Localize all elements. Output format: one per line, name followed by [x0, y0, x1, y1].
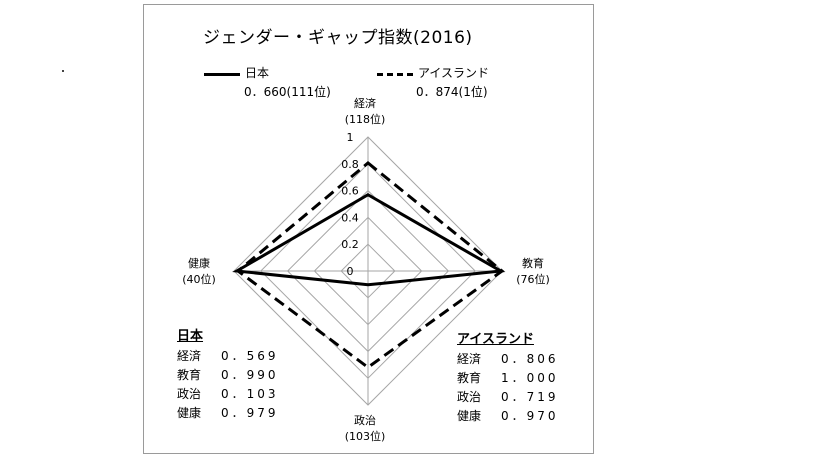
japan-row-politics: 政治 0．103	[177, 384, 279, 403]
axis-name-economy: 経済	[354, 97, 376, 110]
stray-dot	[62, 70, 64, 72]
tick-label-2: 0.4	[341, 211, 359, 224]
axis-label-politics: 政治 (103位)	[337, 413, 393, 445]
axis-rank-economy: (118位)	[344, 113, 386, 126]
row-label: 教育	[457, 371, 482, 385]
iceland-values-panel: アイスランド 経済 0．806 教育 1．000 政治 0．719 健康 0．970	[457, 328, 559, 425]
japan-row-economy: 経済 0．569	[177, 346, 279, 365]
row-value: 0．569	[221, 349, 279, 363]
iceland-panel-title: アイスランド	[457, 332, 534, 347]
legend-japan-summary: 0．660(111位)	[244, 85, 331, 99]
iceland-row-health: 健康 0．970	[457, 406, 559, 425]
iceland-row-education: 教育 1．000	[457, 368, 559, 387]
row-label: 政治	[177, 387, 202, 401]
row-label: 教育	[177, 368, 202, 382]
row-value: 0．103	[221, 387, 279, 401]
iceland-row-politics: 政治 0．719	[457, 387, 559, 406]
tick-label-0: 0	[347, 265, 354, 278]
legend-iceland-line-sample	[377, 73, 413, 76]
iceland-row-economy: 経済 0．806	[457, 349, 559, 368]
axis-name-education: 教育	[522, 257, 544, 270]
row-value: 0．990	[221, 368, 279, 382]
row-label: 経済	[177, 349, 202, 363]
row-label: 健康	[177, 406, 202, 420]
row-value: 0．979	[221, 406, 279, 420]
axis-name-politics: 政治	[354, 414, 376, 427]
legend-japan-name: 日本	[245, 66, 270, 80]
tick-label-4: 0.8	[341, 158, 359, 171]
tick-label-5: 1	[347, 131, 354, 144]
row-value: 0．806	[501, 352, 559, 366]
axis-rank-health: (40位)	[182, 273, 216, 286]
axis-rank-education: (76位)	[516, 273, 550, 286]
japan-panel-title: 日本	[177, 329, 204, 344]
row-value: 1．000	[501, 371, 559, 385]
axis-name-health: 健康	[188, 257, 210, 270]
japan-row-education: 教育 0．990	[177, 365, 279, 384]
radar-chart: 0 0.2 0.4 0.6 0.8 1	[232, 131, 506, 406]
legend-japan-line-sample	[204, 73, 240, 76]
row-label: 政治	[457, 390, 482, 404]
japan-row-health: 健康 0．979	[177, 403, 279, 422]
axis-label-health: 健康 (40位)	[174, 256, 224, 288]
tick-label-1: 0.2	[341, 238, 359, 251]
series-line-japan	[232, 193, 506, 287]
chart-title: ジェンダー・ギャップ指数(2016)	[203, 28, 473, 48]
row-value: 0．970	[501, 409, 559, 423]
tick-label-3: 0.6	[341, 185, 359, 198]
axis-label-education: 教育 (76位)	[508, 256, 558, 288]
legend-iceland-summary: 0．874(1位)	[416, 85, 488, 99]
chart-frame: ジェンダー・ギャップ指数(2016) 日本 0．660(111位) アイスランド…	[143, 4, 594, 454]
japan-values-panel: 日本 経済 0．569 教育 0．990 政治 0．103 健康 0．979	[177, 325, 279, 422]
row-label: 経済	[457, 352, 482, 366]
row-value: 0．719	[501, 390, 559, 404]
legend-iceland-name: アイスランド	[418, 66, 490, 80]
axis-label-economy: 経済 (118位)	[340, 96, 390, 128]
row-label: 健康	[457, 409, 482, 423]
axis-rank-politics: (103位)	[344, 430, 386, 443]
